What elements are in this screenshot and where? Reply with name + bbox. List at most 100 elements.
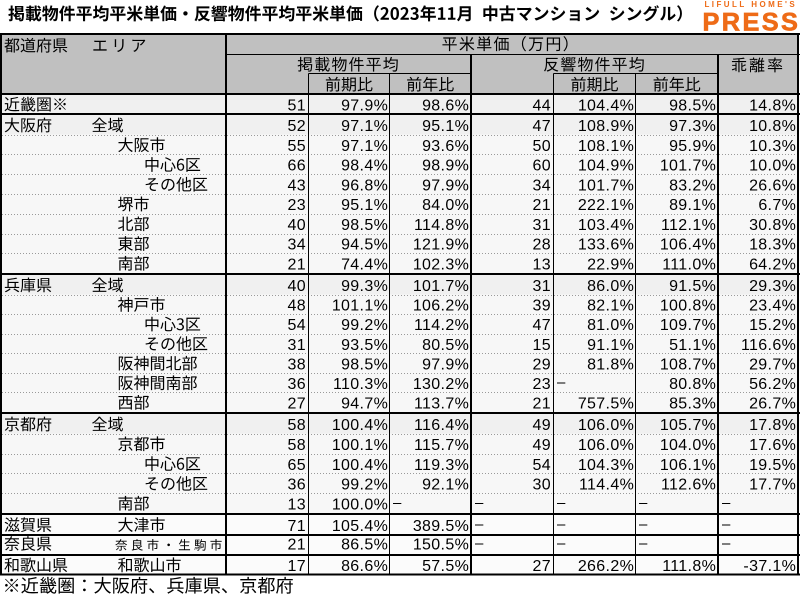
svg-text:10.0%: 10.0%	[749, 158, 796, 175]
svg-text:51: 51	[288, 97, 307, 114]
svg-text:98.6%: 98.6%	[422, 97, 469, 114]
svg-text:95.1%: 95.1%	[341, 197, 388, 214]
svg-text:40: 40	[288, 217, 307, 234]
svg-text:51.1%: 51.1%	[669, 337, 716, 354]
svg-text:29.3%: 29.3%	[749, 278, 796, 295]
svg-text:266.2%: 266.2%	[578, 558, 634, 575]
svg-text:84.0%: 84.0%	[422, 197, 469, 214]
svg-text:47: 47	[533, 118, 552, 135]
svg-text:81.8%: 81.8%	[587, 356, 634, 373]
svg-text:112.1%: 112.1%	[661, 217, 716, 234]
svg-text:–: –	[475, 535, 484, 552]
svg-text:17: 17	[288, 558, 307, 575]
svg-text:27: 27	[288, 396, 307, 413]
svg-text:104.9%: 104.9%	[578, 158, 634, 175]
svg-text:21: 21	[288, 537, 307, 554]
svg-text:28: 28	[533, 237, 552, 254]
svg-text:105.4%: 105.4%	[332, 518, 388, 535]
svg-text:–: –	[557, 374, 566, 391]
svg-text:27: 27	[533, 558, 552, 575]
svg-text:83.2%: 83.2%	[669, 177, 716, 194]
svg-text:94.5%: 94.5%	[341, 237, 388, 254]
svg-text:104.4%: 104.4%	[578, 97, 634, 114]
svg-text:114.2%: 114.2%	[414, 317, 469, 334]
svg-text:86.0%: 86.0%	[587, 278, 634, 295]
svg-text:13: 13	[533, 256, 552, 273]
svg-text:116.6%: 116.6%	[741, 337, 796, 354]
svg-text:757.5%: 757.5%	[578, 396, 634, 413]
svg-text:99.2%: 99.2%	[341, 477, 388, 494]
svg-text:71: 71	[288, 518, 307, 535]
svg-text:30.8%: 30.8%	[749, 217, 796, 234]
svg-text:–: –	[722, 516, 731, 533]
svg-text:58: 58	[288, 437, 307, 454]
svg-text:97.3%: 97.3%	[669, 118, 716, 135]
svg-text:106.1%: 106.1%	[660, 457, 716, 474]
svg-text:91.1%: 91.1%	[587, 337, 634, 354]
svg-text:50: 50	[533, 138, 552, 155]
svg-text:114.8%: 114.8%	[414, 217, 469, 234]
svg-text:113.7%: 113.7%	[414, 396, 469, 413]
svg-text:101.7%: 101.7%	[578, 177, 634, 194]
svg-text:–: –	[639, 516, 648, 533]
svg-text:86.6%: 86.6%	[341, 558, 388, 575]
svg-text:94.7%: 94.7%	[341, 396, 388, 413]
svg-text:31: 31	[288, 337, 307, 354]
svg-text:98.4%: 98.4%	[341, 158, 388, 175]
svg-text:–: –	[722, 495, 731, 512]
svg-text:–: –	[475, 516, 484, 533]
svg-text:23: 23	[533, 376, 552, 393]
svg-text:111.0%: 111.0%	[662, 256, 716, 273]
svg-text:36: 36	[288, 376, 307, 393]
svg-text:96.8%: 96.8%	[341, 177, 388, 194]
svg-text:95.9%: 95.9%	[669, 138, 716, 155]
svg-text:–: –	[557, 495, 566, 512]
svg-text:36: 36	[288, 477, 307, 494]
svg-text:26.6%: 26.6%	[749, 177, 796, 194]
svg-text:82.1%: 82.1%	[587, 298, 634, 315]
svg-text:–: –	[639, 495, 648, 512]
svg-text:106.2%: 106.2%	[413, 298, 469, 315]
svg-text:6.7%: 6.7%	[758, 197, 796, 214]
svg-text:PRESS: PRESS	[703, 8, 800, 36]
svg-text:29.7%: 29.7%	[749, 356, 796, 373]
svg-text:74.4%: 74.4%	[341, 256, 388, 273]
svg-text:30: 30	[533, 477, 552, 494]
svg-text:–: –	[393, 495, 402, 512]
svg-text:106.0%: 106.0%	[578, 437, 634, 454]
svg-text:100.4%: 100.4%	[332, 457, 388, 474]
svg-text:23.4%: 23.4%	[749, 298, 796, 315]
svg-text:106.4%: 106.4%	[660, 237, 716, 254]
svg-text:14.8%: 14.8%	[749, 97, 796, 114]
svg-text:100.4%: 100.4%	[332, 417, 388, 434]
svg-text:89.1%: 89.1%	[669, 197, 716, 214]
svg-text:26.7%: 26.7%	[749, 396, 796, 413]
svg-text:97.1%: 97.1%	[341, 118, 388, 135]
svg-text:97.9%: 97.9%	[341, 97, 388, 114]
svg-text:100.1%: 100.1%	[332, 437, 388, 454]
svg-text:105.7%: 105.7%	[660, 417, 716, 434]
svg-text:18.3%: 18.3%	[749, 237, 796, 254]
svg-text:112.6%: 112.6%	[661, 477, 716, 494]
svg-text:–: –	[722, 535, 731, 552]
svg-text:54: 54	[533, 457, 552, 474]
svg-text:31: 31	[533, 278, 552, 295]
svg-text:119.3%: 119.3%	[414, 457, 469, 474]
svg-text:34: 34	[288, 237, 307, 254]
svg-text:115.7%: 115.7%	[414, 437, 469, 454]
svg-text:100.8%: 100.8%	[660, 298, 716, 315]
svg-text:98.5%: 98.5%	[669, 97, 716, 114]
svg-text:38: 38	[288, 356, 307, 373]
svg-text:–: –	[639, 535, 648, 552]
svg-text:99.3%: 99.3%	[341, 278, 388, 295]
svg-text:93.6%: 93.6%	[422, 138, 469, 155]
svg-text:10.8%: 10.8%	[749, 118, 796, 135]
svg-text:98.5%: 98.5%	[341, 217, 388, 234]
svg-text:17.6%: 17.6%	[749, 437, 796, 454]
svg-text:31: 31	[533, 217, 552, 234]
svg-text:49: 49	[533, 417, 552, 434]
svg-text:95.1%: 95.1%	[422, 118, 469, 135]
svg-text:389.5%: 389.5%	[413, 518, 469, 535]
svg-text:121.9%: 121.9%	[413, 237, 469, 254]
svg-text:LIFULL HOME'S: LIFULL HOME'S	[704, 0, 797, 9]
